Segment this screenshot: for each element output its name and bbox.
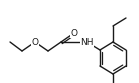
Text: NH: NH (80, 38, 94, 46)
Text: O: O (32, 38, 39, 46)
Text: O: O (70, 28, 78, 38)
